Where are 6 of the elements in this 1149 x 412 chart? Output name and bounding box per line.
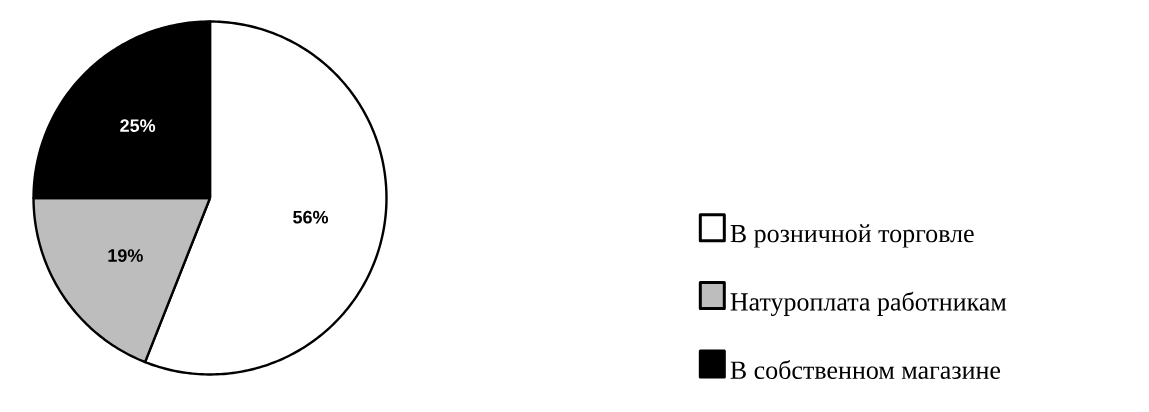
legend-label: Натуроплата работникам [730,291,1007,317]
data-label: 56% [293,210,329,224]
legend-label: В собственном магазине [730,360,1001,379]
data-label: 19% [108,249,143,262]
data-label: 25% [120,119,156,133]
legend-label: В розничной торговле [730,224,974,248]
